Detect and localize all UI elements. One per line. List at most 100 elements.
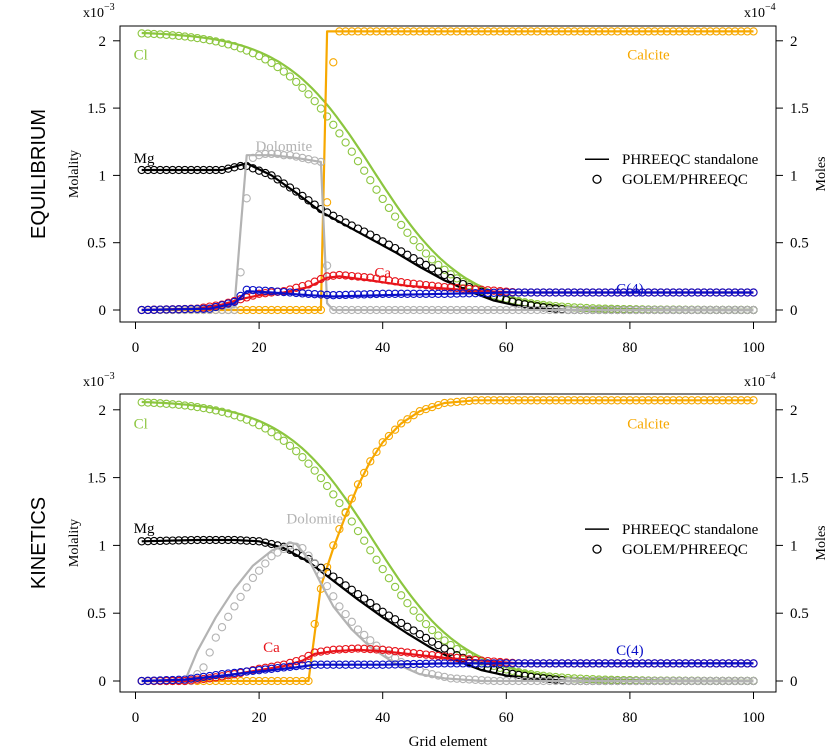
data-point (421, 633, 431, 643)
data-point (217, 407, 227, 416)
data-point (341, 271, 350, 280)
data-point (360, 468, 369, 478)
panel-title: EQUILIBRIUM (28, 109, 50, 239)
data-point (415, 630, 424, 639)
data-point (267, 428, 276, 437)
data-point (434, 631, 443, 640)
y-axis-label-left: Molality (67, 519, 82, 567)
data-point (273, 175, 282, 184)
legend: PHREEQC standalone GOLEM/PHREEQC (585, 152, 759, 188)
data-point (372, 555, 381, 564)
right-exponent: −4 (765, 2, 776, 13)
data-point (360, 594, 369, 603)
data-point (452, 274, 462, 283)
data-point (372, 603, 381, 612)
x-tick-label: 100 (742, 340, 765, 356)
data-point (211, 633, 220, 642)
y-axis-label-right: Moles (814, 526, 829, 561)
data-point (279, 436, 288, 445)
series-line (141, 154, 754, 312)
data-point (409, 254, 418, 263)
data-point (427, 625, 437, 635)
series-line (141, 275, 754, 312)
legend-points-label: GOLEM/PHREEQC (622, 542, 748, 558)
series-line (141, 662, 754, 683)
data-point (298, 453, 307, 462)
data-point (267, 58, 276, 68)
data-point (310, 466, 319, 475)
data-point (347, 271, 356, 281)
data-point (329, 291, 338, 300)
data-point (384, 289, 394, 298)
y-tick-label-left: 0 (99, 303, 107, 319)
data-point (427, 670, 437, 679)
x-tick-label: 60 (499, 340, 514, 356)
y-tick-label-left: 1 (99, 538, 107, 554)
data-point (347, 290, 356, 299)
data-point (427, 281, 437, 290)
data-point (434, 640, 443, 650)
data-point (421, 668, 431, 678)
data-point (378, 194, 387, 204)
y-tick-label-left: 2 (99, 34, 107, 50)
data-point (409, 236, 418, 245)
left-exponent: −3 (104, 371, 115, 382)
data-point (415, 257, 424, 266)
data-point (205, 648, 214, 657)
data-point (397, 220, 406, 230)
series-label: Cl (134, 47, 148, 63)
data-point (378, 645, 387, 654)
y-tick-label-left: 0.5 (87, 606, 106, 622)
x-tick-label: 40 (375, 710, 390, 726)
data-point (347, 644, 356, 653)
series-c4 (137, 659, 758, 686)
data-point (360, 536, 369, 545)
data-point (242, 285, 251, 294)
data-point (446, 270, 455, 279)
y-tick-label-right: 1 (790, 168, 798, 184)
data-point (341, 290, 350, 300)
x-tick-label: 80 (622, 710, 637, 726)
right-exponent: −4 (765, 371, 776, 382)
data-point (409, 279, 418, 288)
data-point (415, 613, 424, 622)
data-point (329, 645, 338, 654)
data-point (353, 526, 363, 536)
data-point (341, 609, 350, 619)
y-tick-label-left: 0 (99, 674, 107, 690)
data-point (273, 432, 282, 441)
series-dolomite (137, 541, 758, 686)
data-point (384, 574, 394, 583)
left-exponent: −3 (104, 2, 115, 13)
data-point (390, 582, 400, 592)
data-point (335, 290, 344, 300)
data-point (403, 622, 412, 631)
legend-line-label: PHREEQC standalone (622, 152, 759, 168)
data-point (267, 552, 276, 561)
data-point (360, 166, 369, 175)
x-tick-label: 40 (375, 340, 390, 356)
data-point (322, 112, 332, 121)
data-point (322, 481, 332, 491)
series-label: Mg (134, 151, 155, 167)
data-point (248, 573, 258, 583)
data-point (242, 583, 251, 592)
data-point (366, 644, 375, 654)
plot-frame (119, 393, 777, 693)
y-tick-label-right: 2 (790, 34, 798, 50)
series-label: Cl (134, 416, 148, 432)
y-tick-label-right: 0 (790, 674, 798, 690)
data-point (366, 290, 375, 299)
data-point (353, 625, 363, 634)
data-point (285, 72, 295, 81)
data-point (520, 671, 529, 681)
data-point (390, 615, 400, 624)
y-tick-label-right: 2 (790, 403, 798, 419)
data-point (427, 255, 437, 264)
legend-point-swatch (592, 544, 602, 554)
data-point (329, 120, 338, 129)
series-dolomite (137, 149, 758, 315)
data-point (372, 447, 381, 456)
data-point (390, 425, 400, 434)
